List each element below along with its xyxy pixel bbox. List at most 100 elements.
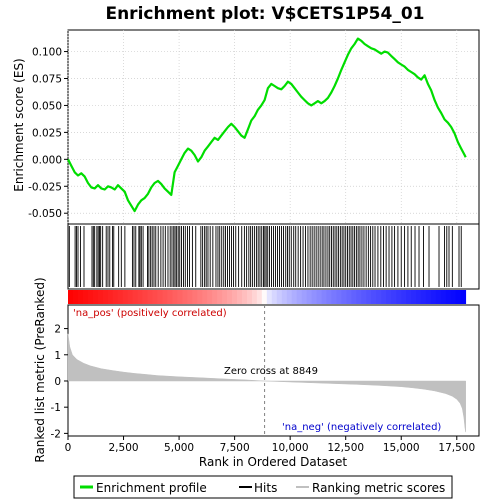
color-bar-segment xyxy=(281,290,288,304)
color-bar-segment xyxy=(321,290,327,304)
x-tick-label: 2,500 xyxy=(109,442,139,454)
ranked-color-bar xyxy=(68,290,467,304)
color-bar-segment xyxy=(301,290,308,304)
color-bar-segment xyxy=(157,290,163,304)
color-bar-segment xyxy=(177,290,183,304)
hits-panel-frame xyxy=(67,223,480,290)
color-bar-segment xyxy=(202,290,208,304)
color-bar-segment xyxy=(346,290,352,304)
hits-layer xyxy=(68,226,462,287)
color-bar-segment xyxy=(222,290,228,304)
color-bar-segment xyxy=(445,290,452,304)
color-bar-segment xyxy=(386,290,392,304)
legend: Enrichment profile Hits Ranking metric s… xyxy=(73,475,453,499)
color-bar-segment xyxy=(396,290,402,304)
legend-hits-label: Hits xyxy=(254,481,277,495)
color-bar-segment xyxy=(87,290,94,304)
es-panel-frame xyxy=(67,29,480,225)
color-bar-segment xyxy=(137,290,143,304)
color-bar-segment xyxy=(132,290,138,304)
color-bar-segment xyxy=(97,290,104,304)
color-bar-segment xyxy=(246,290,253,304)
color-bar-segment xyxy=(167,290,173,304)
metric-y-tick-label: -2 xyxy=(51,428,61,440)
color-bar-segment xyxy=(316,290,322,304)
color-bar-segment xyxy=(356,290,362,304)
color-bar-segment xyxy=(455,290,462,304)
color-bar-segment xyxy=(192,290,198,304)
es-y-tick-label: 0.050 xyxy=(32,100,62,112)
metric-y-tick-label: 0 xyxy=(54,376,61,388)
color-bar-segment xyxy=(112,290,119,304)
color-bar-segment xyxy=(256,290,263,304)
x-tick-label: 7,500 xyxy=(220,442,250,454)
color-bar-segment xyxy=(182,290,188,304)
color-bar-segment xyxy=(391,290,397,304)
es-profile-layer xyxy=(67,37,467,213)
metric-y-axis-label: Ranked list metric (PreRanked) xyxy=(33,277,47,462)
color-bar-segment xyxy=(406,290,412,304)
pos-correlated-label: 'na_pos' (positively correlated) xyxy=(73,308,227,319)
color-bar-segment xyxy=(381,290,387,304)
color-bar-segment xyxy=(376,290,382,304)
metric-layer xyxy=(67,305,466,436)
color-bar-segment xyxy=(430,290,437,304)
color-bar-segment xyxy=(420,290,427,304)
neg-correlated-label: 'na_neg' (negatively correlated) xyxy=(282,422,441,433)
es-y-axis-label: Enrichment score (ES) xyxy=(12,58,26,191)
color-bar-segment xyxy=(410,290,417,304)
legend-profile-label: Enrichment profile xyxy=(96,481,207,495)
metric-y-tick-label: -1 xyxy=(51,402,61,414)
x-tick-label: 15,000 xyxy=(383,442,420,454)
x-tick-label: 0 xyxy=(65,442,72,454)
color-bar-segment xyxy=(366,290,372,304)
color-bar-segment xyxy=(306,290,312,304)
color-bar-segment xyxy=(261,290,268,304)
color-bar-segment xyxy=(212,290,218,304)
color-bar-segment xyxy=(107,290,114,304)
x-tick-label: 12,500 xyxy=(327,442,364,454)
color-bar-segment xyxy=(217,290,223,304)
legend-box xyxy=(73,475,453,499)
metric-y-tick-label: 1 xyxy=(54,350,61,362)
enrichment-profile-line xyxy=(67,37,467,213)
color-bar-segment xyxy=(77,290,84,304)
color-bar-segment xyxy=(232,290,238,304)
metric-y-tick-label: 2 xyxy=(54,324,61,336)
color-bar-segment xyxy=(351,290,357,304)
color-bar-segment xyxy=(207,290,213,304)
color-bar-segment xyxy=(291,290,298,304)
color-bar-segment xyxy=(440,290,447,304)
color-bar-segment xyxy=(92,290,99,304)
es-y-tick-label: 0.100 xyxy=(32,47,62,59)
color-bar-segment xyxy=(237,290,243,304)
es-y-tick-label: 0.075 xyxy=(32,74,62,86)
color-bar-segment xyxy=(326,290,332,304)
color-bar-segment xyxy=(276,290,283,304)
x-tick-label: 10,000 xyxy=(272,442,309,454)
es-y-tick-label: -0.025 xyxy=(28,181,62,193)
color-bar-segment xyxy=(122,290,129,304)
es-y-tick-label: 0.025 xyxy=(32,127,62,139)
color-bar-segment xyxy=(371,290,377,304)
color-bar-segment xyxy=(147,290,153,304)
axes-layer: -0.050 -0.025 0.000 0.025 0.050 0.075 0.100 -2 -… xyxy=(28,47,475,454)
color-bar-segment xyxy=(227,290,233,304)
color-bar-segment xyxy=(241,290,248,304)
zero-cross-label: Zero cross at 8849 xyxy=(224,366,318,377)
color-bar-segment xyxy=(331,290,337,304)
color-bar-segment xyxy=(435,290,442,304)
color-bar-segment xyxy=(197,290,203,304)
ranking-metric-area xyxy=(67,333,466,433)
legend-metric-label: Ranking metric scores xyxy=(312,481,445,495)
color-bar-segment xyxy=(361,290,367,304)
es-y-tick-label: 0.000 xyxy=(32,154,62,166)
color-bar-segment xyxy=(286,290,293,304)
color-bar-segment xyxy=(336,290,342,304)
color-bar-segment xyxy=(142,290,148,304)
color-bar-segment xyxy=(251,290,258,304)
x-tick-label: 17,500 xyxy=(438,442,475,454)
color-bar-segment xyxy=(460,290,467,304)
